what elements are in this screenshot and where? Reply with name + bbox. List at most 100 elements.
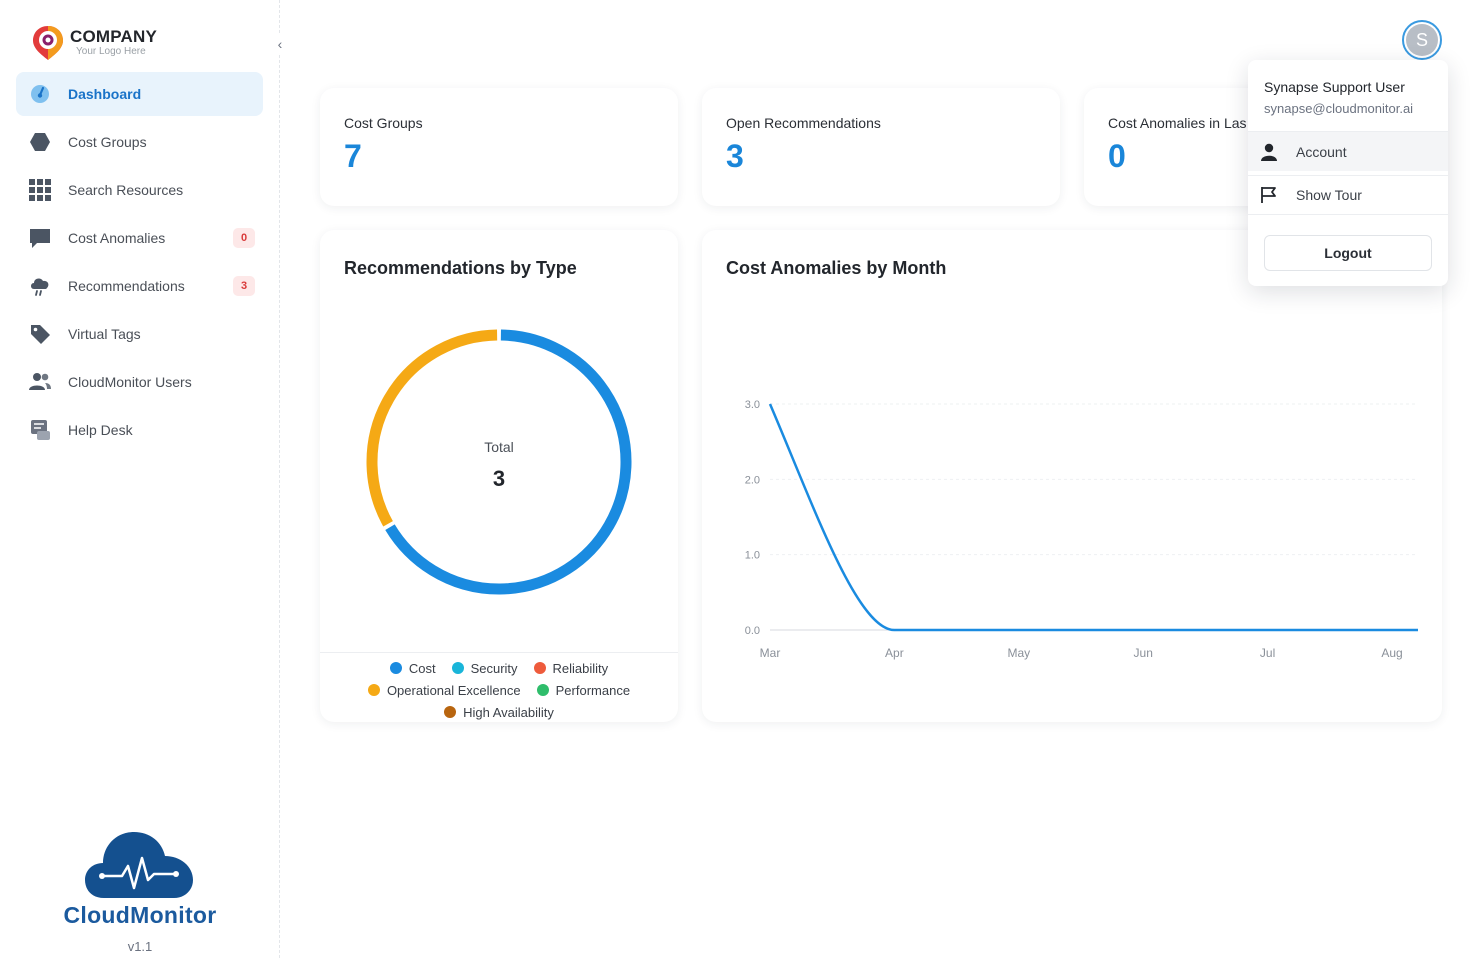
- logo-tagline: Your Logo Here: [76, 46, 146, 57]
- tag-icon: [28, 322, 52, 346]
- sidebar-nav: Dashboard Cost Groups Search Resources C…: [16, 72, 263, 456]
- chat-bubble-icon: [28, 226, 52, 250]
- line-series: [768, 403, 1418, 632]
- cloudmonitor-cloud-icon: [85, 832, 193, 898]
- sidebar-item-label: Dashboard: [68, 86, 142, 102]
- x-tick-label: Jul: [1260, 646, 1275, 660]
- legend-label: Cost: [408, 660, 436, 676]
- sidebar: COMPANY Your Logo Here Dashboard Cost Gr…: [0, 0, 280, 958]
- person-icon: [1258, 141, 1280, 163]
- panel-title: Cost Anomalies by Month: [726, 258, 947, 278]
- x-tick-label: May: [1007, 646, 1030, 660]
- sidebar-item-dashboard[interactable]: Dashboard: [16, 72, 263, 116]
- legend-item-high-availability[interactable]: High Availability: [444, 705, 554, 720]
- user-avatar-button[interactable]: S: [1402, 20, 1442, 60]
- sidebar-item-label: Virtual Tags: [68, 326, 141, 342]
- logo-pin-icon: [33, 26, 63, 60]
- legend-item-reliability[interactable]: Reliability: [533, 660, 609, 676]
- y-tick-label: 0.0: [745, 625, 760, 637]
- menu-item-label: Show Tour: [1296, 187, 1362, 203]
- legend-item-security[interactable]: Security: [451, 660, 518, 676]
- x-tick-label: Mar: [760, 646, 781, 660]
- y-tick-label: 1.0: [745, 550, 760, 562]
- legend-label: Performance: [555, 682, 631, 698]
- legend-item-performance[interactable]: Performance: [536, 682, 631, 698]
- user-name: Synapse Support User: [1264, 79, 1405, 95]
- legend-dot: [536, 684, 549, 696]
- legend-row: High Availability: [320, 701, 678, 723]
- cloudmonitor-brand: CloudMonitor v1.1: [60, 828, 220, 954]
- chevron-left-icon: ‹: [277, 36, 283, 52]
- stat-title: Cost Groups: [344, 115, 423, 131]
- sidebar-item-cloudmonitor-users[interactable]: CloudMonitor Users: [16, 360, 263, 404]
- donut-chart: Total 3: [366, 329, 632, 595]
- user-email: synapse@cloudmonitor.ai: [1264, 101, 1414, 116]
- logout-button[interactable]: Logout: [1264, 235, 1432, 271]
- flag-icon: [1258, 184, 1280, 206]
- stat-card-open-recommendations[interactable]: Open Recommendations 3: [702, 88, 1060, 206]
- gauge-icon: [28, 82, 52, 106]
- legend-item-operational-excellence[interactable]: Operational Excellence: [367, 682, 521, 698]
- sidebar-item-label: Search Resources: [68, 182, 184, 198]
- stat-value: 7: [344, 138, 362, 174]
- sidebar-item-cost-anomalies[interactable]: Cost Anomalies 0: [16, 216, 263, 260]
- legend-dot: [451, 662, 464, 674]
- cost-anomalies-by-month-panel: Cost Anomalies by Month 0.0 1.0 2.0 3.0 Mar…: [702, 230, 1442, 722]
- users-icon: [28, 370, 52, 394]
- helpdesk-icon: [28, 418, 52, 442]
- sidebar-item-recommendations[interactable]: Recommendations 3: [16, 264, 263, 308]
- sidebar-item-label: Cost Anomalies: [68, 230, 166, 246]
- legend-dot: [444, 706, 457, 718]
- avatar-letter: S: [1406, 24, 1438, 56]
- donut-center-value: 3: [493, 466, 505, 491]
- legend-label: High Availability: [463, 704, 554, 720]
- cloud-rain-icon: [28, 274, 52, 298]
- legend-dot: [367, 684, 380, 696]
- sidebar-item-label: CloudMonitor Users: [68, 374, 192, 390]
- menu-item-label: Account: [1296, 143, 1347, 160]
- recommendations-badge: 3: [233, 276, 255, 296]
- sidebar-item-label: Help Desk: [68, 422, 133, 438]
- donut-slice-cost[interactable]: [385, 329, 632, 595]
- panel-title: Recommendations by Type: [344, 258, 577, 278]
- legend-row: Cost Security Reliability: [320, 657, 678, 679]
- company-logo[interactable]: COMPANY Your Logo Here: [30, 24, 157, 62]
- sidebar-item-label: Cost Groups: [68, 134, 147, 150]
- legend-row: Operational Excellence Performance: [320, 679, 678, 701]
- legend-label: Reliability: [552, 660, 609, 676]
- donut-legend: Cost Security Reliability Operational Ex…: [320, 652, 678, 723]
- logo-company-name: COMPANY: [70, 27, 158, 46]
- grid-icon: [28, 178, 52, 202]
- x-tick-label: Aug: [1381, 646, 1402, 660]
- sidebar-item-label: Recommendations: [68, 278, 185, 294]
- legend-label: Security: [470, 660, 518, 676]
- sidebar-item-search-resources[interactable]: Search Resources: [16, 168, 263, 212]
- stat-card-cost-groups[interactable]: Cost Groups 7: [320, 88, 678, 206]
- y-tick-label: 3.0: [745, 399, 760, 411]
- sidebar-item-cost-groups[interactable]: Cost Groups: [16, 120, 263, 164]
- stat-title: Cost Anomalies in Las: [1108, 115, 1247, 131]
- legend-dot: [533, 662, 546, 674]
- stat-value: 0: [1108, 138, 1126, 174]
- line-chart: 0.0 1.0 2.0 3.0 Mar Apr May Jun Jul Aug: [745, 399, 1418, 660]
- y-tick-label: 2.0: [745, 474, 760, 486]
- cost-anomalies-badge: 0: [233, 228, 255, 248]
- menu-item-account[interactable]: Account: [1248, 131, 1448, 171]
- collapse-sidebar-button[interactable]: ‹: [270, 33, 290, 55]
- sidebar-item-virtual-tags[interactable]: Virtual Tags: [16, 312, 263, 356]
- brand-name: CloudMonitor: [63, 902, 217, 928]
- hexagon-icon: [28, 130, 52, 154]
- legend-dot: [389, 662, 402, 674]
- x-tick-label: Apr: [885, 646, 904, 660]
- app-version: v1.1: [127, 939, 153, 954]
- sidebar-item-help-desk[interactable]: Help Desk: [16, 408, 263, 452]
- legend-label: Operational Excellence: [386, 682, 521, 698]
- user-menu-dropdown: Synapse Support User synapse@cloudmonito…: [1248, 60, 1448, 286]
- donut-center-label: Total: [484, 439, 514, 455]
- recommendations-by-type-panel: Recommendations by Type Total 3 Cost Sec…: [320, 230, 678, 722]
- menu-item-show-tour[interactable]: Show Tour: [1248, 175, 1448, 215]
- donut-slice-operational-excellence[interactable]: [366, 329, 498, 527]
- stat-value: 3: [726, 138, 744, 174]
- x-tick-label: Jun: [1134, 646, 1153, 660]
- legend-item-cost[interactable]: Cost: [389, 660, 436, 676]
